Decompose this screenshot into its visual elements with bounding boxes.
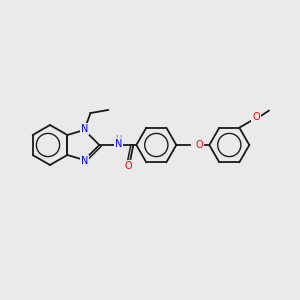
Text: N: N xyxy=(81,156,88,166)
Text: H: H xyxy=(115,136,122,145)
Text: N: N xyxy=(115,139,122,149)
Text: N: N xyxy=(81,124,88,134)
Text: O: O xyxy=(196,140,203,150)
Text: O: O xyxy=(124,161,132,171)
Text: O: O xyxy=(252,112,260,122)
